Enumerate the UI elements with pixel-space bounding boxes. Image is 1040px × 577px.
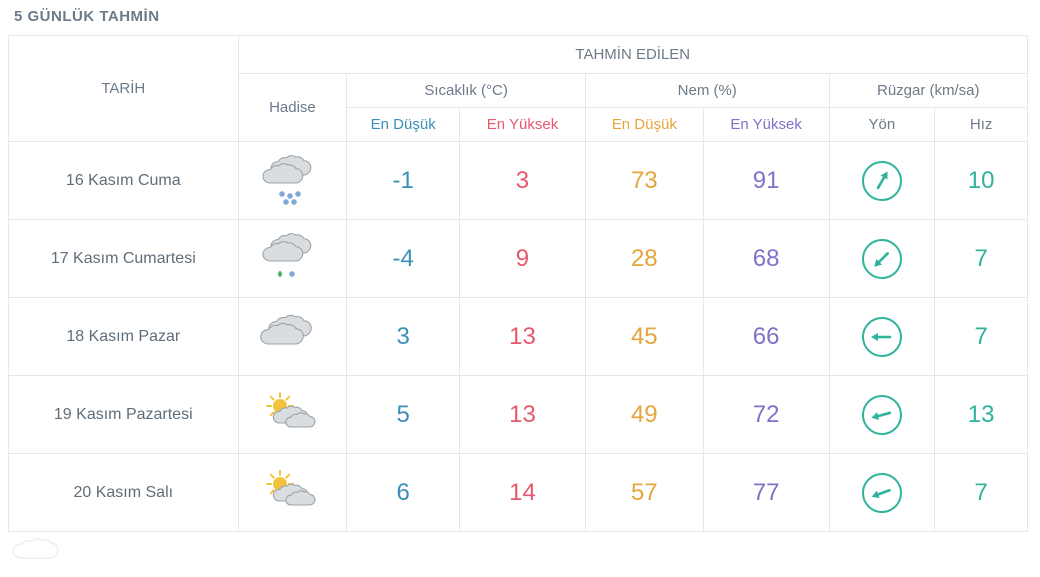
table-row: 16 Kasım Cuma -1 3 73 91 10 (9, 142, 1028, 220)
header-tarih: TARİH (9, 36, 239, 142)
date-cell: 16 Kasım Cuma (9, 142, 239, 220)
header-nem: Nem (%) (585, 74, 829, 108)
temp-low: -4 (347, 220, 460, 298)
wind-direction-icon (829, 298, 935, 376)
temp-high: 13 (460, 376, 586, 454)
weather-icon (238, 376, 347, 454)
wind-speed: 7 (935, 454, 1028, 532)
header-hadise: Hadise (238, 74, 347, 142)
wind-speed: 7 (935, 298, 1028, 376)
hum-high: 91 (703, 142, 829, 220)
wind-speed: 7 (935, 220, 1028, 298)
table-row: 18 Kasım Pazar 3 13 45 66 7 (9, 298, 1028, 376)
wind-direction-icon (829, 454, 935, 532)
date-cell: 18 Kasım Pazar (9, 298, 239, 376)
hum-low: 49 (585, 376, 703, 454)
hum-low: 45 (585, 298, 703, 376)
date-cell: 19 Kasım Pazartesi (9, 376, 239, 454)
wind-direction-icon (829, 220, 935, 298)
forecast-tbody: 16 Kasım Cuma -1 3 73 91 10 17 Kasım Cum… (9, 142, 1028, 532)
hum-low: 73 (585, 142, 703, 220)
hum-low: 57 (585, 454, 703, 532)
wind-speed: 13 (935, 376, 1028, 454)
weather-icon (238, 298, 347, 376)
forecast-title: 5 GÜNLÜK TAHMİN (14, 8, 1032, 25)
temp-high: 9 (460, 220, 586, 298)
hum-high: 66 (703, 298, 829, 376)
wind-direction-icon (829, 376, 935, 454)
temp-high: 3 (460, 142, 586, 220)
subheader-hum-high: En Yüksek (703, 108, 829, 142)
temp-high: 13 (460, 298, 586, 376)
temp-low: 3 (347, 298, 460, 376)
wind-direction-icon (829, 142, 935, 220)
subheader-wind-speed: Hız (935, 108, 1028, 142)
weather-icon (238, 220, 347, 298)
hum-high: 68 (703, 220, 829, 298)
temp-high: 14 (460, 454, 586, 532)
date-cell: 17 Kasım Cumartesi (9, 220, 239, 298)
subheader-wind-dir: Yön (829, 108, 935, 142)
subheader-temp-high: En Yüksek (460, 108, 586, 142)
hum-low: 28 (585, 220, 703, 298)
temp-low: 6 (347, 454, 460, 532)
temp-low: -1 (347, 142, 460, 220)
table-row: 20 Kasım Salı 6 14 57 77 7 (9, 454, 1028, 532)
hum-high: 72 (703, 376, 829, 454)
subheader-temp-low: En Düşük (347, 108, 460, 142)
temp-low: 5 (347, 376, 460, 454)
weather-icon (238, 142, 347, 220)
footer-ghost-icon (8, 538, 1032, 569)
weather-icon (238, 454, 347, 532)
header-tahmin: TAHMİN EDİLEN (238, 36, 1027, 74)
table-row: 19 Kasım Pazartesi 5 13 49 72 13 (9, 376, 1028, 454)
forecast-table: TARİH TAHMİN EDİLEN Hadise Sıcaklık (°C)… (8, 35, 1028, 532)
subheader-hum-low: En Düşük (585, 108, 703, 142)
table-row: 17 Kasım Cumartesi -4 9 28 68 7 (9, 220, 1028, 298)
date-cell: 20 Kasım Salı (9, 454, 239, 532)
header-sicaklik: Sıcaklık (°C) (347, 74, 586, 108)
header-ruzgar: Rüzgar (km/sa) (829, 74, 1027, 108)
hum-high: 77 (703, 454, 829, 532)
wind-speed: 10 (935, 142, 1028, 220)
